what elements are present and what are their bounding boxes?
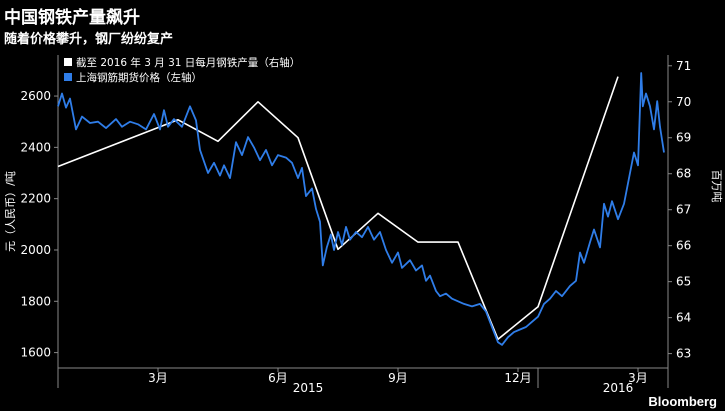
bloomberg-logo: Bloomberg	[648, 394, 717, 409]
right-tick-label: 65	[676, 275, 691, 289]
left-tick-label: 1600	[20, 346, 51, 360]
legend-swatch	[64, 58, 72, 66]
right-tick-label: 66	[676, 239, 691, 253]
left-tick-label: 2600	[20, 89, 51, 103]
left-axis-title: 元（人民币）/吨	[4, 171, 17, 252]
chart-series-group	[57, 72, 665, 346]
right-tick-label: 64	[676, 311, 691, 325]
right-axis-title: 百万吨	[710, 170, 723, 203]
right-tick-label: 69	[676, 131, 691, 145]
legend-label: 截至 2016 年 3 月 31 日每月钢铁产量（右轴）	[76, 56, 300, 69]
chart-legend: 截至 2016 年 3 月 31 日每月钢铁产量（右轴） 上海钢筋期货价格（左轴）	[64, 56, 300, 84]
x-tick-label: 9月	[388, 371, 408, 385]
steel-output-line	[57, 76, 619, 340]
x-tick-label: 12月	[504, 371, 531, 385]
right-tick-label: 68	[676, 167, 691, 181]
rebar-futures-line	[57, 72, 665, 346]
left-tick-label: 1800	[20, 294, 51, 308]
chart-subtitle: 随着价格攀升，钢厂纷纷复产	[4, 32, 174, 47]
chart-title: 中国钢铁产量飙升	[4, 8, 140, 28]
year-label: 2015	[293, 381, 324, 395]
left-tick-label: 2000	[20, 243, 51, 257]
right-tick-label: 67	[676, 203, 691, 217]
left-tick-label: 2400	[20, 140, 51, 154]
x-tick-label: 3月	[628, 371, 648, 385]
right-tick-label: 63	[676, 347, 691, 361]
legend-swatch	[64, 73, 72, 81]
right-tick-label: 71	[676, 59, 691, 73]
x-tick-label: 6月	[268, 371, 288, 385]
chart-axes: 1600 1800 2000 2200 2400 2600 63 64 65 66 67 68 69 70…	[4, 55, 723, 395]
legend-label: 上海钢筋期货价格（左轴）	[76, 71, 202, 84]
year-label: 2016	[603, 381, 634, 395]
x-tick-label: 3月	[148, 371, 168, 385]
left-tick-label: 2200	[20, 192, 51, 206]
right-tick-label: 70	[676, 95, 691, 109]
